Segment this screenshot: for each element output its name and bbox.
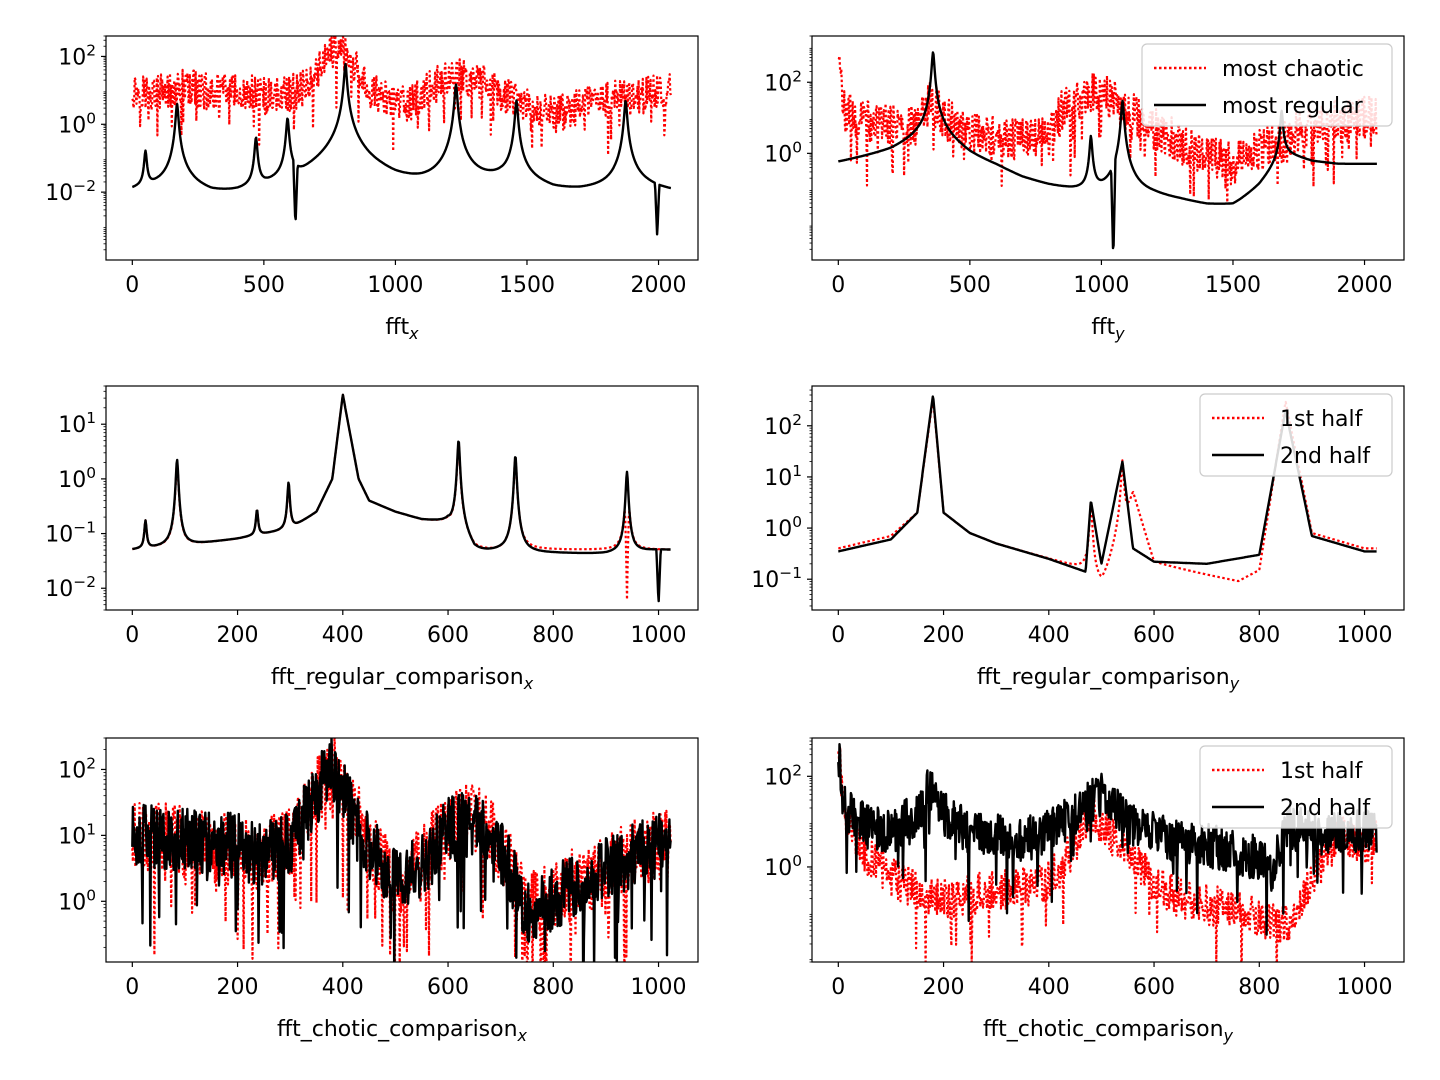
- axes-frame: [105, 385, 699, 611]
- x-axis-label: fft_chotic_comparisonx: [277, 1017, 528, 1045]
- x-tick-label: 0: [125, 975, 139, 1000]
- y-tick-label: 101: [764, 462, 802, 491]
- series-line-2nd-half: [131, 393, 672, 603]
- x-tick-label: 1500: [1205, 273, 1261, 298]
- subplot-fft-x: 0 500 1000 1500 2000 10−2 100 102 fftx: [45, 35, 699, 343]
- x-tick-label: 0: [125, 623, 139, 648]
- y-tick-label: 102: [58, 754, 96, 783]
- y-tick-label: 101: [58, 820, 96, 849]
- x-tick-label: 500: [243, 273, 285, 298]
- y-tick-label: 10−1: [45, 519, 96, 548]
- x-tick-label: 400: [1028, 623, 1070, 648]
- y-tick-label: 102: [764, 761, 802, 790]
- x-tick-label: 500: [949, 273, 991, 298]
- series-line-most-regular: [131, 62, 672, 236]
- x-tick-label: 600: [427, 623, 469, 648]
- series-line-most-chaotic: [131, 36, 672, 156]
- legend: most chaotic most regular: [1141, 43, 1393, 127]
- y-tick-label: 10−1: [751, 564, 802, 593]
- subplot-fft-regular-comparison-y: 0 200 400 600 800 1000 10−1 100 101 102 fft_regula…: [751, 385, 1405, 693]
- x-axis-label: fftx: [385, 315, 419, 343]
- plot-area: [106, 36, 698, 260]
- x-axis-label: fft_regular_comparisonx: [271, 665, 534, 693]
- plot-area: [106, 386, 698, 610]
- x-tick-label: 800: [1238, 623, 1280, 648]
- axes-frame: [811, 737, 1405, 963]
- x-tick-label: 0: [125, 273, 139, 298]
- x-tick-label: 1500: [499, 273, 555, 298]
- legend-entry: 1st half: [1280, 759, 1364, 784]
- x-tick-label: 200: [217, 975, 259, 1000]
- axes-frame: [811, 385, 1405, 611]
- x-tick-label: 1000: [1337, 975, 1393, 1000]
- y-tick-label: 101: [58, 409, 96, 438]
- series-line-most-regular: [837, 51, 1378, 250]
- x-tick-label: 800: [1238, 975, 1280, 1000]
- x-tick-label: 600: [1133, 623, 1175, 648]
- x-tick-label: 800: [532, 975, 574, 1000]
- legend-entry: most regular: [1222, 94, 1364, 119]
- y-tick-label: 102: [58, 41, 96, 70]
- y-tick-label: 100: [764, 138, 802, 167]
- y-tick-label: 100: [764, 852, 802, 881]
- axes-frame: [811, 35, 1405, 261]
- x-tick-label: 800: [532, 623, 574, 648]
- y-tick-label: 100: [58, 886, 96, 915]
- x-tick-label: 400: [322, 623, 364, 648]
- legend-entry: most chaotic: [1222, 57, 1364, 82]
- series-line-2nd-half: [131, 738, 672, 962]
- y-tick-label: 10−2: [45, 177, 96, 206]
- x-tick-label: 0: [831, 273, 845, 298]
- series-line-2nd-half: [837, 743, 1378, 936]
- x-axis-label: ffty: [1091, 315, 1125, 343]
- legend: 1st half 2nd half: [1199, 745, 1393, 829]
- x-axis-label: fft_chotic_comparisony: [983, 1017, 1234, 1045]
- legend-entry: 2nd half: [1280, 444, 1371, 469]
- legend-entry: 2nd half: [1280, 796, 1371, 821]
- x-tick-label: 1000: [631, 623, 687, 648]
- x-tick-label: 2000: [631, 273, 687, 298]
- subplot-fft-regular-comparison-x: 0 200 400 600 800 1000 10−2 10−1 100 101 fft_regul…: [45, 385, 699, 693]
- y-tick-label: 102: [764, 67, 802, 96]
- legend-entry: 1st half: [1280, 407, 1364, 432]
- x-tick-label: 200: [923, 975, 965, 1000]
- y-tick-label: 10−2: [45, 573, 96, 602]
- subplot-fft-chotic-comparison-x: 0 200 400 600 800 1000 100 101 102 fft_chotic_com…: [58, 737, 699, 1045]
- x-tick-label: 400: [1028, 975, 1070, 1000]
- y-tick-label: 102: [764, 411, 802, 440]
- x-tick-label: 1000: [1073, 273, 1129, 298]
- legend: 1st half 2nd half: [1199, 393, 1393, 477]
- x-tick-label: 0: [831, 975, 845, 1000]
- axes-frame: [105, 737, 699, 963]
- x-tick-label: 1000: [367, 273, 423, 298]
- x-tick-label: 1000: [1337, 623, 1393, 648]
- subplot-fft-chotic-comparison-y: 0 200 400 600 800 1000 100 102 fft_chotic_compar…: [764, 737, 1405, 1045]
- x-tick-label: 2000: [1337, 273, 1393, 298]
- y-tick-label: 100: [58, 464, 96, 493]
- series-line-1st-half: [837, 746, 1378, 962]
- y-tick-label: 100: [764, 513, 802, 542]
- x-tick-label: 200: [217, 623, 259, 648]
- x-tick-label: 600: [1133, 975, 1175, 1000]
- x-axis-label: fft_regular_comparisony: [977, 665, 1240, 693]
- axes-frame: [105, 35, 699, 261]
- x-tick-label: 1000: [631, 975, 687, 1000]
- x-tick-label: 200: [923, 623, 965, 648]
- x-tick-label: 400: [322, 975, 364, 1000]
- y-tick-label: 100: [58, 109, 96, 138]
- x-tick-label: 600: [427, 975, 469, 1000]
- x-tick-label: 0: [831, 623, 845, 648]
